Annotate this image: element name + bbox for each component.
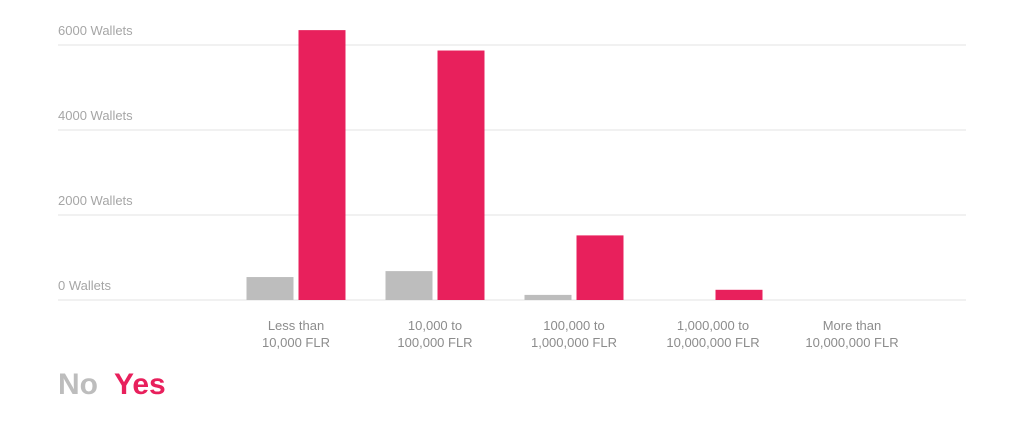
bar-yes-1 — [437, 50, 485, 301]
y-tick-label: 6000 Wallets — [58, 23, 133, 38]
bars — [246, 30, 763, 301]
legend-item-yes: Yes — [114, 368, 166, 401]
x-category-label-line: 1,000,000 to — [677, 318, 749, 333]
bar-yes-0 — [298, 30, 346, 300]
bar-no-1 — [385, 271, 433, 300]
x-category-label-line: More than — [823, 318, 882, 333]
legend: No Yes — [58, 368, 166, 402]
bar-no-0 — [246, 277, 294, 300]
x-category-label-line: 1,000,000 FLR — [531, 335, 617, 350]
x-category-label-line: 100,000 FLR — [397, 335, 472, 350]
x-category-label: 100,000 to 1,000,000 FLR — [531, 318, 617, 350]
y-tick-label: 0 Wallets — [58, 278, 111, 293]
x-category-label-line: 10,000 to — [408, 318, 462, 333]
x-category-label: Less than 10,000 FLR — [262, 318, 330, 350]
x-category-label: More than 10,000,000 FLR — [805, 318, 898, 350]
y-axis-tick-labels: 0 Wallets 2000 Wallets 4000 Wallets 6000 Wa… — [58, 23, 133, 293]
x-category-label-line: Less than — [268, 318, 324, 333]
x-category-label-line: 100,000 to — [543, 318, 604, 333]
x-category-label-line: 10,000 FLR — [262, 335, 330, 350]
y-tick-label: 2000 Wallets — [58, 193, 133, 208]
x-category-label: 10,000 to 100,000 FLR — [397, 318, 472, 350]
bar-no-2 — [524, 294, 572, 300]
bar-chart: 0 Wallets 2000 Wallets 4000 Wallets 6000 Wa… — [58, 23, 966, 350]
legend-item-no: No — [58, 368, 98, 401]
y-tick-label: 4000 Wallets — [58, 108, 133, 123]
bar-yes-2 — [576, 235, 624, 300]
bar-yes-3 — [715, 289, 763, 300]
x-category-label-line: 10,000,000 FLR — [805, 335, 898, 350]
x-category-label: 1,000,000 to 10,000,000 FLR — [666, 318, 759, 350]
x-category-label-line: 10,000,000 FLR — [666, 335, 759, 350]
gridlines — [58, 44, 966, 301]
